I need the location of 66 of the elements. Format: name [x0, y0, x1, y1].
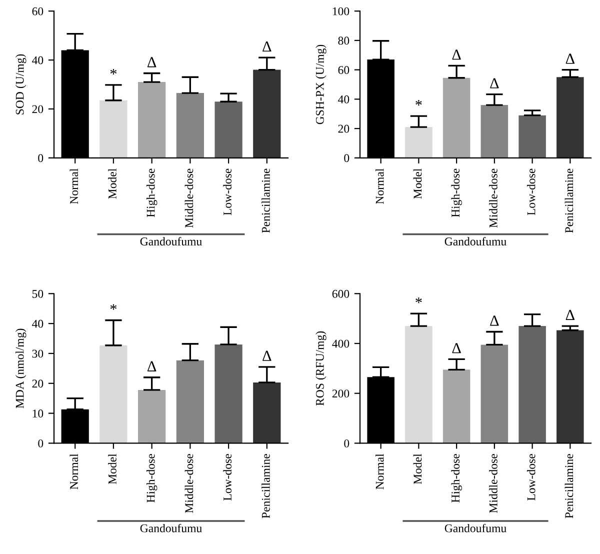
- annotation: *: [416, 298, 422, 304]
- x-tick-label: High-dose: [451, 168, 462, 218]
- y-axis-title: GSH-PX (U/mg): [316, 44, 326, 124]
- x-tick-label: Middle-dose: [184, 454, 194, 513]
- y-tick-label: 200: [332, 390, 350, 398]
- annotation: *: [110, 68, 117, 75]
- annotation: Δ: [490, 316, 499, 326]
- x-tick-label: Normal: [375, 454, 384, 490]
- text: Gandoufumu: [140, 524, 202, 532]
- y-tick-label: 20: [32, 380, 44, 388]
- annotation: Δ: [490, 78, 499, 88]
- annotation: *: [110, 304, 117, 310]
- y-axis-title: ROS (RFU/mg): [316, 331, 326, 406]
- y-tick-label: 0: [344, 439, 350, 448]
- x-tick-label: Model: [413, 454, 422, 484]
- annotation: Δ: [262, 41, 272, 52]
- y-tick-label: 50: [32, 290, 44, 298]
- x-tick-label: Middle-dose: [184, 168, 194, 228]
- x-tick-label: Middle-dose: [489, 454, 498, 513]
- annotation: Δ: [452, 50, 461, 60]
- x-tick-label: Middle-dose: [489, 168, 498, 228]
- x-tick-label: Low-dose: [223, 454, 232, 500]
- x-tick-label: Normal: [375, 168, 384, 204]
- y-axis-title: SOD (U/mg): [15, 54, 26, 114]
- y-tick-label: 400: [332, 340, 350, 348]
- y-tick-label: 20: [338, 124, 350, 133]
- annotation: Δ: [262, 350, 272, 361]
- x-tick-label: Model: [108, 168, 116, 199]
- annotation: Δ: [452, 343, 461, 354]
- x-tick-label: High-dose: [451, 454, 462, 502]
- x-tick-label: Model: [108, 454, 116, 484]
- x-tick-label: Penicillamine: [262, 454, 270, 518]
- x-tick-label: Penicillamine: [564, 454, 574, 518]
- text: Gandoufumu: [444, 237, 506, 246]
- annotation: Δ: [566, 54, 575, 64]
- x-tick-label: Penicillamine: [564, 168, 574, 233]
- y-tick-label: 100: [332, 7, 350, 16]
- annotation: *: [416, 100, 422, 106]
- x-tick-label: Low-dose: [526, 168, 536, 216]
- x-tick-label: Low-dose: [223, 168, 232, 216]
- y-tick-label: 30: [32, 350, 44, 358]
- annotation: Δ: [147, 57, 156, 68]
- y-axis-title: MDA (nmol/mg): [15, 328, 26, 408]
- annotation: Δ: [566, 310, 575, 320]
- x-tick-label: Model: [413, 168, 422, 199]
- annotation: Δ: [147, 361, 156, 372]
- x-tick-label: High-dose: [146, 454, 158, 502]
- x-tick-label: Low-dose: [526, 454, 536, 500]
- y-tick-label: 40: [32, 56, 44, 64]
- y-tick-label: 20: [32, 105, 44, 114]
- y-tick-label: 0: [38, 154, 44, 162]
- y-tick-label: 40: [338, 95, 350, 104]
- x-tick-label: Normal: [70, 454, 78, 490]
- y-tick-label: 0: [344, 154, 350, 162]
- y-tick-label: 40: [32, 320, 44, 328]
- x-tick-label: High-dose: [146, 168, 158, 218]
- y-tick-label: 0: [38, 439, 44, 448]
- x-tick-label: Normal: [70, 168, 78, 204]
- x-tick-label: Penicillamine: [262, 168, 270, 233]
- y-tick-label: 80: [338, 36, 350, 45]
- text: Gandoufumu: [140, 237, 202, 246]
- y-tick-label: 60: [338, 66, 350, 74]
- text: Gandoufumu: [444, 524, 506, 532]
- y-tick-label: 600: [332, 290, 350, 298]
- y-tick-label: 60: [32, 7, 44, 16]
- y-tick-label: 10: [32, 410, 44, 418]
